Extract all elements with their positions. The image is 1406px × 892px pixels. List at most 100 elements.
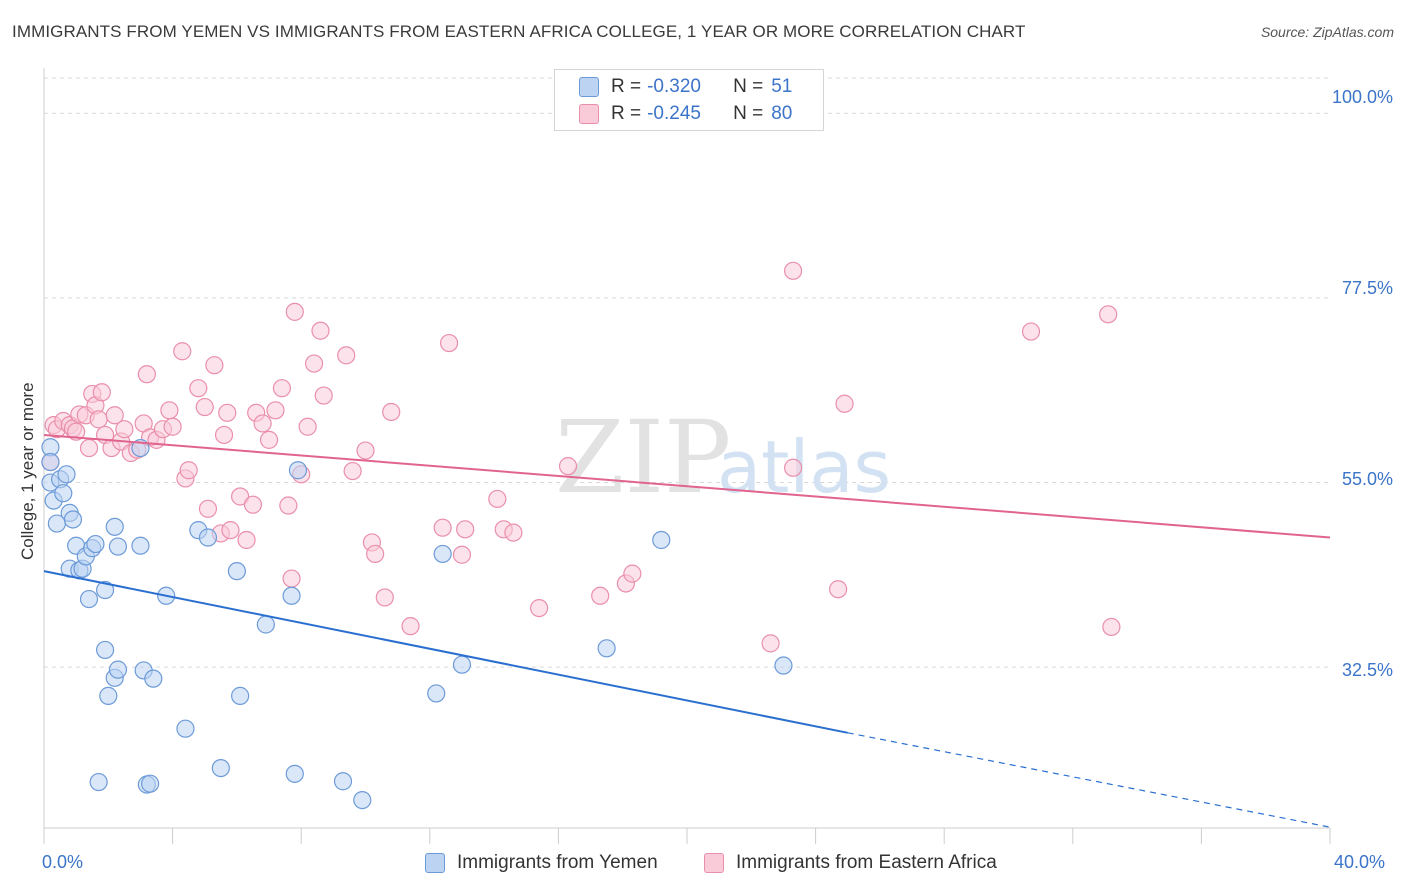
eastern-africa-point <box>198 499 218 518</box>
yemen-point <box>288 461 308 480</box>
x-tick-min: 0.0% <box>42 852 84 872</box>
eastern-africa-swatch <box>579 104 599 124</box>
r-label: R = <box>611 103 642 124</box>
eastern-africa-point <box>79 438 99 458</box>
eastern-africa-point <box>504 523 523 542</box>
r-value: -0.245 <box>647 103 701 124</box>
eastern-africa-point <box>253 414 272 433</box>
y-axis-label: College, 1 year or more <box>18 382 37 560</box>
yemen-point <box>256 615 275 634</box>
eastern-africa-point <box>105 406 124 425</box>
eastern-africa-point <box>205 356 224 375</box>
eastern-africa-point <box>160 401 179 420</box>
eastern-africa-point <box>173 342 192 361</box>
eastern-africa-point <box>761 634 780 653</box>
yemen-point <box>95 640 115 660</box>
eastern-africa-point <box>304 354 324 373</box>
watermark-zip: ZIP <box>555 399 731 516</box>
yemen-point <box>54 484 73 503</box>
eastern-africa-swatch <box>704 853 724 873</box>
yemen-point <box>198 528 218 547</box>
legend-label-yemen: Immigrants from Yemen <box>457 852 658 873</box>
r-label: R = <box>611 76 642 97</box>
eastern-africa-point <box>783 458 803 477</box>
eastern-africa-point <box>314 386 333 405</box>
yemen-point <box>57 465 76 484</box>
y-tick-77-5: 77.5% <box>1341 278 1393 298</box>
legend-row-yemen: R = -0.320 N = 51 <box>579 74 792 100</box>
eastern-africa-point <box>343 461 362 481</box>
eastern-africa-point <box>221 521 240 540</box>
eastern-africa-point <box>298 417 317 436</box>
yemen-point <box>353 791 372 810</box>
n-label: N = <box>733 103 764 124</box>
eastern-africa-point <box>266 401 285 420</box>
n-value: 51 <box>771 76 793 97</box>
legend-item-yemen[interactable]: Immigrants from Yemen <box>425 852 658 874</box>
yemen-trend-line <box>43 570 848 734</box>
yemen-point <box>652 530 671 550</box>
yemen-point <box>63 510 83 529</box>
eastern-africa-point <box>285 302 304 321</box>
eastern-africa-point <box>137 365 156 384</box>
eastern-africa-point <box>259 430 279 449</box>
eastern-africa-trend-line <box>43 433 1331 539</box>
legend-label-eastern-africa: Immigrants from Eastern Africa <box>736 852 997 873</box>
yemen-point <box>227 562 246 581</box>
yemen-point <box>231 686 250 705</box>
yemen-point <box>79 589 99 609</box>
yemen-point <box>86 534 105 554</box>
yemen-point <box>95 580 115 600</box>
eastern-africa-point <box>456 520 475 539</box>
eastern-africa-point <box>115 420 134 439</box>
eastern-africa-point <box>356 441 375 460</box>
yemen-point <box>176 719 195 738</box>
eastern-africa-point <box>1021 322 1041 341</box>
r-value: -0.320 <box>647 76 701 97</box>
legend-row-eastern-africa: R = -0.245 N = 80 <box>579 101 792 127</box>
yemen-point <box>41 452 60 472</box>
eastern-africa-point <box>530 598 549 618</box>
eastern-africa-point <box>337 346 356 365</box>
eastern-africa-point <box>279 496 298 515</box>
yemen-point <box>144 669 163 688</box>
eastern-africa-point <box>439 333 459 353</box>
eastern-africa-point <box>452 545 472 564</box>
n-value: 80 <box>771 103 793 124</box>
eastern-africa-point <box>783 261 803 280</box>
eastern-africa-point <box>189 379 208 398</box>
legend-item-eastern-africa[interactable]: Immigrants from Eastern Africa <box>704 852 997 874</box>
eastern-africa-point <box>218 403 237 422</box>
eastern-africa-point <box>237 530 256 550</box>
eastern-africa-point <box>92 383 111 402</box>
yemen-point <box>105 517 124 536</box>
eastern-africa-point <box>829 580 848 599</box>
yemen-point <box>140 774 160 793</box>
trend-lines <box>43 433 1331 828</box>
y-tick-55: 55.0% <box>1341 469 1393 489</box>
eastern-africa-point <box>163 417 182 436</box>
source-label: Source: ZipAtlas.com <box>1260 24 1394 40</box>
chart-title: IMMIGRANTS FROM YEMEN VS IMMIGRANTS FROM… <box>12 22 1026 41</box>
x-tick-max: 40.0% <box>1334 852 1386 872</box>
eastern-africa-point <box>591 586 610 605</box>
yemen-point <box>597 639 616 658</box>
eastern-africa-point <box>1099 305 1118 324</box>
yemen-point <box>433 544 452 564</box>
eastern-africa-point <box>231 487 250 506</box>
eastern-africa-point <box>214 425 234 445</box>
eastern-africa-point <box>558 457 578 476</box>
yemen-point <box>427 684 446 703</box>
yemen-point <box>285 764 304 783</box>
eastern-africa-point <box>243 495 263 514</box>
eastern-africa-points <box>41 261 1121 653</box>
yemen-points <box>41 438 793 810</box>
eastern-africa-point <box>272 379 292 398</box>
eastern-africa-point <box>366 544 385 564</box>
eastern-africa-point <box>179 461 198 480</box>
yemen-trend-extension <box>847 732 1331 828</box>
eastern-africa-point <box>401 617 420 636</box>
eastern-africa-point <box>375 588 394 607</box>
eastern-africa-point <box>623 564 642 583</box>
